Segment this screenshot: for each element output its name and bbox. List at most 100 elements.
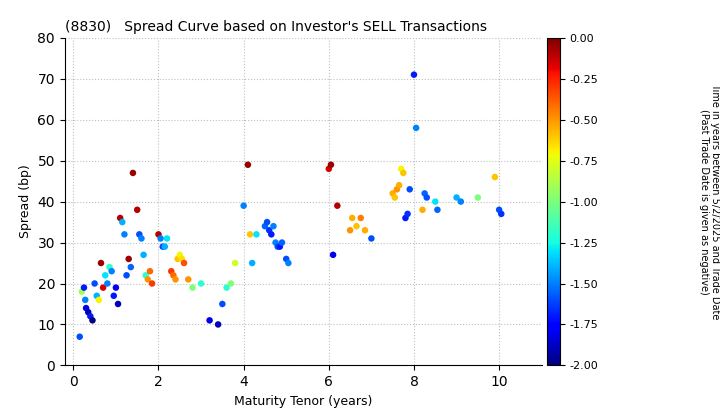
Point xyxy=(242,161,253,168)
Point xyxy=(212,321,224,328)
Point xyxy=(421,194,433,201)
Point xyxy=(91,292,102,299)
Point xyxy=(79,297,91,303)
Point xyxy=(281,255,292,262)
Point xyxy=(112,301,124,307)
Point xyxy=(344,227,356,234)
Point xyxy=(264,227,275,234)
Point xyxy=(117,219,128,226)
Point xyxy=(179,260,190,266)
Point xyxy=(430,198,441,205)
Point xyxy=(93,297,104,303)
Point xyxy=(142,276,153,283)
Point xyxy=(417,207,428,213)
Point xyxy=(84,313,96,320)
Point xyxy=(410,124,422,131)
Point xyxy=(217,301,228,307)
Point xyxy=(359,227,371,234)
Point xyxy=(76,288,88,295)
Point xyxy=(97,284,109,291)
Y-axis label: Spread (bp): Spread (bp) xyxy=(19,165,32,239)
Point xyxy=(268,223,279,229)
Point xyxy=(246,260,258,266)
Point xyxy=(168,272,179,279)
Point xyxy=(86,317,98,324)
Point xyxy=(127,170,139,176)
Point xyxy=(134,231,145,238)
Point xyxy=(404,186,415,193)
Point xyxy=(106,268,117,275)
Point xyxy=(195,280,207,287)
Point xyxy=(104,264,115,270)
Point xyxy=(89,280,100,287)
Point xyxy=(402,210,413,217)
Point xyxy=(270,239,282,246)
Point xyxy=(244,231,256,238)
Point xyxy=(395,165,407,172)
Point xyxy=(400,215,411,221)
Point xyxy=(144,268,156,275)
Point xyxy=(366,235,377,242)
Point xyxy=(451,194,462,201)
Text: (8830)   Spread Curve based on Investor's SELL Transactions: (8830) Spread Curve based on Investor's … xyxy=(65,20,487,34)
Point xyxy=(146,280,158,287)
Point xyxy=(397,170,409,176)
Point xyxy=(170,276,181,283)
Point xyxy=(387,190,398,197)
Point xyxy=(108,292,120,299)
Point xyxy=(393,182,405,189)
Point xyxy=(123,255,135,262)
Point xyxy=(157,243,168,250)
Point xyxy=(78,284,90,291)
Point xyxy=(276,239,288,246)
Point xyxy=(119,231,130,238)
Point xyxy=(135,235,147,242)
Point xyxy=(346,215,358,221)
Point xyxy=(153,231,164,238)
Point xyxy=(328,252,339,258)
Point xyxy=(81,305,92,312)
Point xyxy=(140,272,151,279)
Point xyxy=(102,280,113,287)
Point xyxy=(493,207,505,213)
Point xyxy=(472,194,484,201)
Point xyxy=(455,198,467,205)
Point xyxy=(159,243,171,250)
Point xyxy=(83,309,94,315)
Point xyxy=(183,276,194,283)
Point xyxy=(74,333,86,340)
Y-axis label: Time in years between 5/2/2025 and Trade Date
(Past Trade Date is given as negat: Time in years between 5/2/2025 and Trade… xyxy=(698,84,720,320)
Point xyxy=(110,284,122,291)
Point xyxy=(489,174,500,181)
Point xyxy=(132,207,143,213)
Point xyxy=(419,190,431,197)
Point xyxy=(325,161,337,168)
Point xyxy=(432,207,444,213)
Point xyxy=(389,194,400,201)
Point xyxy=(138,252,149,258)
Point xyxy=(174,252,186,258)
Point xyxy=(114,215,126,221)
Point xyxy=(155,235,166,242)
Point xyxy=(95,260,107,266)
Point xyxy=(186,284,198,291)
Point xyxy=(161,235,173,242)
Point xyxy=(272,243,284,250)
Point xyxy=(204,317,215,324)
Point xyxy=(351,223,362,229)
Point xyxy=(176,255,188,262)
Point xyxy=(251,231,262,238)
Point xyxy=(230,260,241,266)
Point xyxy=(259,223,271,229)
Point xyxy=(99,272,111,279)
Point xyxy=(166,268,177,275)
Point xyxy=(355,215,366,221)
Point xyxy=(266,231,277,238)
Point xyxy=(408,71,420,78)
Point xyxy=(323,165,335,172)
Point xyxy=(282,260,294,266)
Point xyxy=(495,210,507,217)
Point xyxy=(261,219,273,226)
Point xyxy=(221,284,233,291)
Point xyxy=(391,186,402,193)
